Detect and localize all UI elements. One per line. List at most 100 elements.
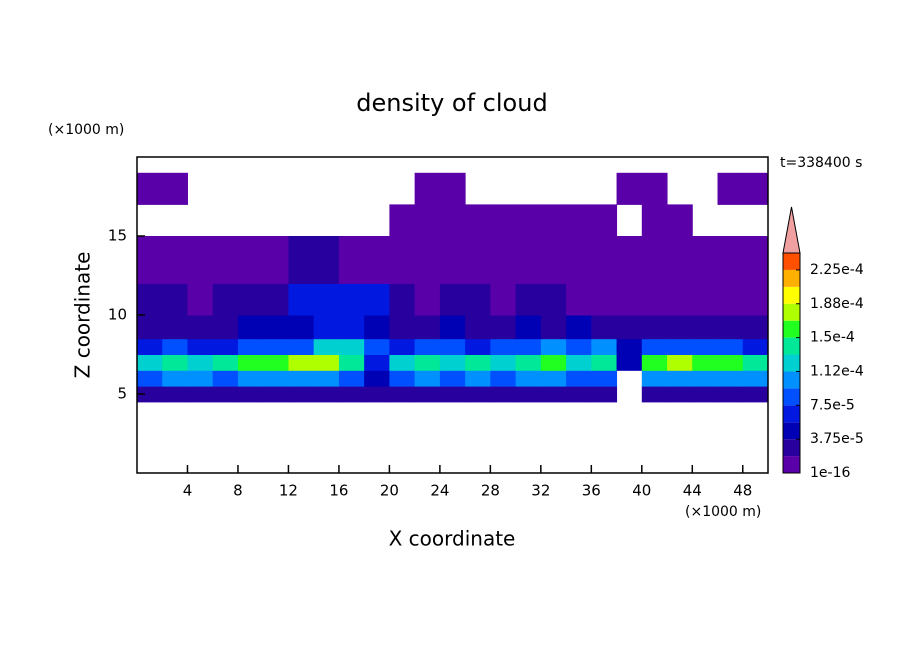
contour-cell: [591, 236, 618, 284]
contour-cell: [137, 370, 163, 387]
contour-cell: [490, 315, 517, 340]
contour-cell: [439, 354, 466, 371]
contour-cell: [237, 354, 264, 371]
contour-cell: [288, 338, 315, 355]
contour-cell: [389, 204, 416, 237]
contour-cell: [641, 283, 668, 316]
contour-cell: [641, 204, 668, 237]
contour-cell: [515, 370, 542, 387]
x-tick-label: 28: [481, 482, 500, 500]
contour-cell: [313, 370, 340, 387]
x-unit: (×1000 m): [685, 504, 761, 520]
contour-cell: [263, 236, 289, 284]
colorbar-tick-label: 3.75e-5: [810, 431, 864, 447]
contour-cell: [237, 283, 264, 316]
contour-cell: [515, 338, 542, 355]
contour-cell: [288, 386, 315, 403]
contour-cell: [288, 236, 315, 284]
contour-cell: [490, 386, 517, 403]
contour-cell: [591, 315, 618, 340]
contour-cell: [162, 370, 188, 387]
contour-cell: [591, 370, 618, 387]
contour-cell: [717, 386, 744, 403]
contour-cell: [667, 338, 693, 355]
contour-cell: [692, 236, 719, 284]
contour-cell: [465, 386, 491, 403]
contour-cell: [237, 386, 264, 403]
contour-cell: [692, 354, 719, 371]
contour-cell: [439, 338, 466, 355]
y-axis-label: Z coordinate: [71, 252, 95, 379]
colorbar-bin: [783, 388, 800, 406]
contour-cell: [641, 370, 668, 387]
contour-cell: [591, 338, 618, 355]
contour-cell: [313, 354, 340, 371]
contour-cell: [540, 283, 567, 316]
contour-cell: [641, 338, 668, 355]
contour-cell: [212, 354, 239, 371]
contour-cell: [187, 338, 214, 355]
contour-cell: [439, 204, 466, 237]
contour-cell: [414, 172, 441, 205]
contour-cell: [667, 354, 693, 371]
colorbar-bin: [783, 337, 800, 355]
colorbar-bin: [783, 303, 800, 321]
contour-cell: [692, 315, 719, 340]
contour-cell: [338, 386, 365, 403]
contour-cell: [465, 236, 491, 284]
contour-cell: [742, 283, 769, 316]
colorbar-tick-label: 1e-16: [810, 465, 850, 481]
contour-cell: [540, 315, 567, 340]
contour-cell: [288, 283, 315, 316]
y-tick-label: 10: [108, 306, 127, 324]
contour-cell: [338, 283, 365, 316]
x-tick-label: 24: [430, 482, 449, 500]
contour-cell: [591, 386, 618, 403]
contour-cell: [667, 315, 693, 340]
contour-cell: [667, 283, 693, 316]
contour-cell: [667, 386, 693, 403]
contour-cell: [263, 338, 289, 355]
contour-cell: [162, 386, 188, 403]
contour-cell: [616, 338, 643, 355]
contour-cell: [540, 370, 567, 387]
contour-cell: [364, 338, 390, 355]
contour-cell: [313, 283, 340, 316]
contour-cell: [364, 370, 390, 387]
x-tick-label: 40: [632, 482, 651, 500]
contour-cell: [389, 315, 416, 340]
contour-cell: [288, 354, 315, 371]
contour-cell: [465, 315, 491, 340]
contour-cell: [389, 236, 416, 284]
contour-cell: [742, 370, 769, 387]
contour-cell: [263, 315, 289, 340]
x-axis-label: X coordinate: [389, 527, 516, 551]
colorbar-bin: [783, 422, 800, 440]
contour-cell: [641, 172, 668, 205]
contour-cell: [439, 370, 466, 387]
contour-cell: [439, 283, 466, 316]
contour-cell: [187, 354, 214, 371]
colorbar-tick-label: 7.5e-5: [810, 397, 855, 413]
contour-cell: [717, 283, 744, 316]
contour-cell: [490, 370, 517, 387]
contour-cell: [187, 370, 214, 387]
x-tick-label: 36: [582, 482, 601, 500]
contour-cell: [742, 315, 769, 340]
contour-cell: [364, 236, 390, 284]
contour-cell: [212, 236, 239, 284]
contour-cell: [162, 315, 188, 340]
contour-cell: [212, 370, 239, 387]
contour-cell: [187, 236, 214, 284]
x-tick-label: 20: [380, 482, 399, 500]
contour-cell: [338, 315, 365, 340]
contour-cell: [439, 315, 466, 340]
x-tick-label: 32: [531, 482, 550, 500]
contour-cell: [162, 283, 188, 316]
contour-cell: [667, 370, 693, 387]
colorbar-bin: [783, 286, 800, 304]
contour-cell: [414, 236, 441, 284]
time-label: t=338400 s: [780, 155, 862, 171]
contour-cell: [515, 204, 542, 237]
contour-cell: [414, 370, 441, 387]
